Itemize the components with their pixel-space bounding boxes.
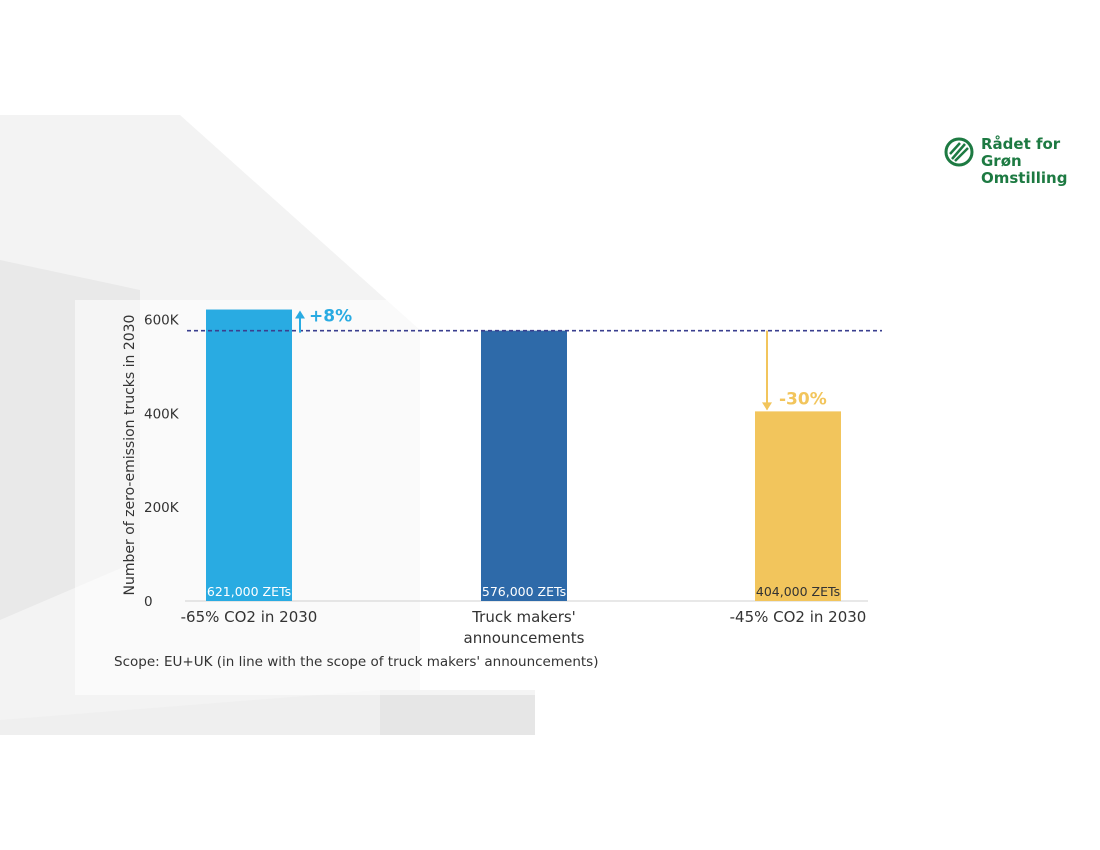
logo-line-2: Grøn	[981, 152, 1022, 170]
up-arrow-icon	[295, 310, 305, 319]
bar-data-label: 576,000 ZETs	[482, 584, 566, 599]
logo-text: Rådet for Grøn Omstilling	[981, 136, 1067, 187]
bar-data-label: 404,000 ZETs	[756, 584, 840, 599]
down-arrow-icon	[762, 402, 772, 411]
bar	[206, 309, 292, 601]
bar	[755, 411, 841, 601]
y-tick-label: 400K	[144, 406, 180, 422]
logo: Rådet for Grøn Omstilling	[943, 136, 1067, 187]
y-tick-label: 200K	[144, 500, 180, 516]
leaf-logo-icon	[944, 137, 974, 167]
scope-note: Scope: EU+UK (in line with the scope of …	[114, 654, 599, 670]
bar	[481, 330, 567, 601]
y-tick-label: 0	[144, 594, 153, 610]
percent-change-annotation: +8%	[309, 307, 352, 327]
y-axis-label: Number of zero-emission trucks in 2030	[122, 315, 138, 596]
bar-data-label: 621,000 ZETs	[207, 584, 291, 599]
x-tick-label: announcements	[464, 629, 585, 647]
x-tick-label: Truck makers'	[471, 608, 576, 626]
percent-change-annotation: -30%	[779, 389, 827, 409]
y-tick-label: 600K	[144, 312, 180, 328]
logo-line-3: Omstilling	[981, 169, 1068, 187]
x-tick-label: -65% CO2 in 2030	[181, 608, 318, 626]
logo-line-1: Rådet for	[981, 135, 1061, 153]
x-tick-label: -45% CO2 in 2030	[730, 608, 867, 626]
